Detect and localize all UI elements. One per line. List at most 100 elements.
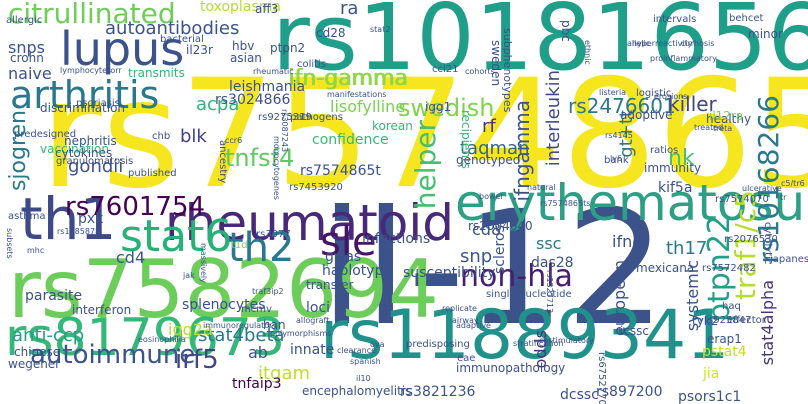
- word-citrullinated: citrullinated: [8, 0, 176, 30]
- word-eae: eae: [457, 353, 476, 364]
- word-immunopathology: immunopathology: [456, 361, 566, 375]
- word-killer: killer: [668, 92, 717, 116]
- word-irf5: irf5: [175, 345, 219, 375]
- word-rs1585878: rs1585878: [57, 227, 101, 236]
- word-behcet: behcet: [729, 13, 764, 24]
- word-confidence: confidence: [312, 132, 389, 148]
- word-ly6: ly6: [610, 154, 623, 163]
- word-monocytogenes: monocytogenes: [272, 136, 281, 200]
- word-costimulatory: costimulatory: [539, 336, 594, 345]
- word-rs7574070: rs7574070: [715, 194, 769, 205]
- word-minor: minor: [748, 27, 783, 41]
- word-manifestations: manifestations: [327, 90, 387, 99]
- word-haplotype: haplotype: [322, 263, 393, 279]
- word-rs7574865ts: rs7574865ts: [540, 199, 591, 208]
- word-listeria: listeria: [599, 88, 627, 97]
- word-helper: helper: [409, 120, 442, 210]
- word-sweden: sweden: [489, 40, 503, 87]
- word-stat4beta: stat4beta: [198, 325, 285, 346]
- word-acpa: acpa: [196, 94, 240, 115]
- word-single-nucleotide: single-nucleotide: [486, 289, 572, 300]
- word-rs10181656: rs10181656: [272, 0, 808, 91]
- word-th2: th2: [228, 225, 295, 271]
- word-rheumatoid: rheumatoid: [165, 194, 454, 252]
- word-susceptibility: susceptibility: [403, 265, 496, 281]
- word-chinese: chinese: [14, 345, 61, 359]
- word-rs3087243: rs3087243: [280, 109, 289, 153]
- word-loci: loci: [306, 300, 331, 316]
- word-anti-ccp: anti-ccp: [12, 325, 85, 346]
- word-immunity: immunity: [644, 161, 702, 175]
- word-polymorphisms: polymorphisms: [270, 329, 332, 338]
- word-predesigned: predesigned: [14, 129, 77, 140]
- word-rs3077: rs3077: [256, 229, 291, 240]
- word-vaccination: vaccination: [40, 142, 109, 156]
- word-wegener: wegener: [8, 357, 61, 371]
- word-rs925847: rs925847: [704, 315, 752, 326]
- word-mcmv: mcmv: [241, 304, 272, 315]
- word-rheumatic: rheumatic: [253, 67, 294, 76]
- word-ifn-gamma: ifn-gamma: [289, 66, 409, 91]
- word-intervals: intervals: [653, 14, 697, 25]
- word-predisposing: predisposing: [406, 339, 470, 350]
- word-granulomatosis: granulomatosis: [56, 156, 134, 167]
- word-bowel: bowel: [479, 192, 503, 201]
- word-il12ra: il12ra: [709, 109, 744, 123]
- word-logistic: logistic: [636, 88, 672, 99]
- word-rs897200: rs897200: [596, 384, 663, 400]
- word-rf: rf: [482, 116, 496, 137]
- word-spanish: spanish: [350, 357, 381, 366]
- word-ssc: ssc: [536, 234, 562, 253]
- word-il23r: il23r: [186, 43, 213, 57]
- word-itgam: itgam: [258, 363, 311, 384]
- word-rs7572482: rs7572482: [702, 263, 756, 274]
- word-il10: il10: [356, 374, 371, 383]
- word-recipients: recipients: [459, 110, 473, 169]
- word-psoriasis: psoriasis: [76, 98, 120, 109]
- word-rs3024866: rs3024866: [215, 92, 291, 108]
- word-erap1: erap1: [707, 332, 742, 346]
- word-subsets: subsets: [5, 228, 14, 259]
- word-erythematosus: erythematosus: [455, 174, 808, 232]
- word-crohn: crohn: [10, 51, 44, 65]
- word-transfer: transfer: [306, 278, 354, 292]
- word-ulcerative: ulcerative: [742, 184, 782, 193]
- word-swedish: swedish: [398, 94, 495, 122]
- word-toxoplasma: toxoplasma: [200, 0, 281, 15]
- word-ancestry: ancestry: [217, 140, 228, 184]
- word-infections: infections: [362, 231, 431, 247]
- word-tr: tr: [780, 193, 787, 202]
- word-airway: airway: [452, 316, 479, 325]
- word-rs11889341: rs11889341: [320, 296, 730, 375]
- word-stratification: stratification: [513, 339, 564, 348]
- word-haq: haq: [722, 301, 741, 312]
- word-cohorts: cohorts: [465, 67, 495, 76]
- word-encephalomyelitis: encephalomyelitis: [302, 384, 412, 398]
- word-snp: snp: [460, 246, 493, 267]
- word-proinflammatory: proinflammatory: [650, 54, 717, 63]
- word-mhc: mhc: [27, 246, 45, 255]
- word-taqman: taqman: [460, 138, 530, 159]
- word-pxk: pxk: [78, 211, 104, 227]
- word-rs1327713: rs1327713: [545, 270, 554, 314]
- word-ccr6: ccr6: [225, 136, 243, 145]
- word-rs8179673: rs8179673: [5, 308, 286, 368]
- word-rs7601754: rs7601754: [65, 192, 206, 222]
- word-lupus: lupus: [60, 22, 185, 76]
- word-snps: snps: [8, 38, 45, 57]
- word-traf3ip2: traf3ip2: [252, 287, 284, 296]
- word-ethnic: ethnic: [583, 40, 592, 65]
- word-subphenotypes: subphenotypes: [501, 28, 514, 113]
- word-treated: treated: [694, 123, 724, 132]
- word-genotyped: genotyped: [456, 153, 521, 167]
- word-blk: blk: [180, 126, 207, 147]
- word-treta: treta: [713, 124, 733, 133]
- word-arthritis: arthritis: [10, 73, 160, 117]
- word-pstat4: pstat4: [702, 344, 747, 360]
- word-splenocytes: splenocytes: [182, 297, 266, 313]
- word-allelic: allelic: [627, 39, 651, 48]
- word-rs6752770: rs6752770: [596, 352, 607, 404]
- word-hyperreactivity: hyperreactivity: [632, 39, 693, 48]
- word-ab: ab: [248, 343, 268, 362]
- word-ifn-gamma: ifn-gamma: [288, 66, 408, 91]
